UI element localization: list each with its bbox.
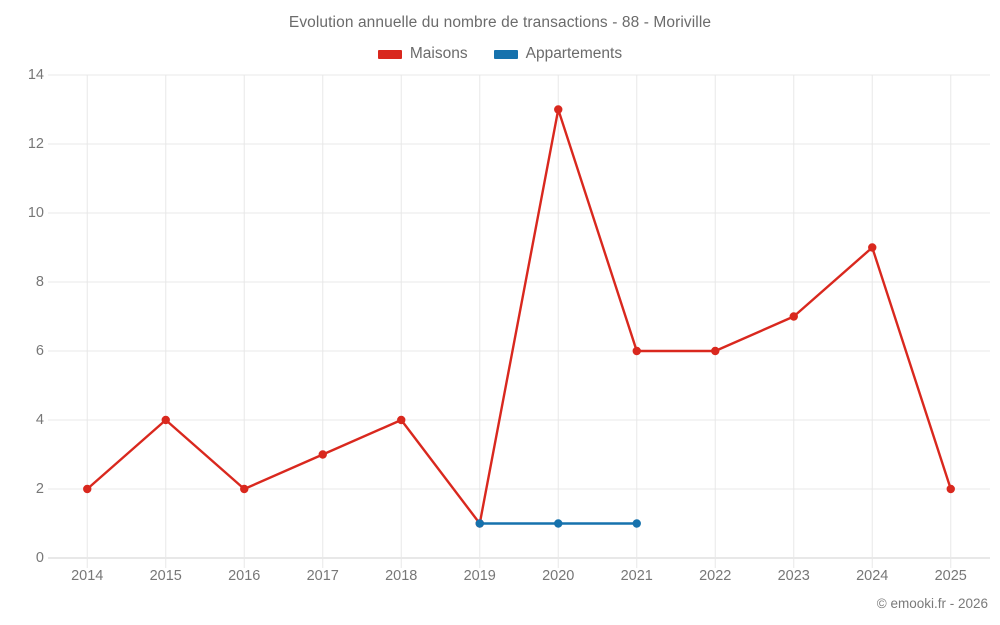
data-point[interactable] bbox=[397, 415, 406, 425]
data-point[interactable] bbox=[554, 519, 563, 528]
legend-item-maisons[interactable]: Maisons bbox=[377, 45, 468, 63]
data-point[interactable] bbox=[946, 484, 955, 494]
legend-label-maisons: Maisons bbox=[409, 45, 468, 62]
y-axis-tick-label: 8 bbox=[35, 274, 44, 290]
data-point[interactable] bbox=[632, 346, 641, 356]
y-axis-labels: 0 2 4 6 8 10 12 14 bbox=[0, 0, 44, 625]
y-axis-tick-label: 2 bbox=[35, 481, 44, 497]
x-axis-tick-label: 2016 bbox=[228, 568, 261, 584]
x-axis-tick-label: 2022 bbox=[699, 568, 732, 584]
chart-title: Evolution annuelle du nombre de transact… bbox=[288, 14, 712, 31]
data-point[interactable] bbox=[83, 484, 92, 494]
data-point[interactable] bbox=[318, 450, 327, 459]
y-axis-tick-label: 0 bbox=[35, 550, 44, 566]
data-point[interactable] bbox=[632, 519, 641, 528]
data-point[interactable] bbox=[554, 105, 563, 114]
legend-swatch-appartements bbox=[493, 49, 518, 59]
x-axis-tick-label: 2025 bbox=[934, 568, 967, 584]
x-axis-tick-label: 2021 bbox=[620, 568, 653, 584]
x-axis-tick-label: 2015 bbox=[149, 568, 182, 584]
data-point[interactable] bbox=[475, 519, 484, 528]
chart-legend: Maisons Appartements bbox=[0, 45, 1000, 63]
legend-item-appartements[interactable]: Appartements bbox=[493, 45, 623, 63]
y-axis-tick-label: 4 bbox=[35, 412, 44, 428]
y-axis-tick-label: 12 bbox=[27, 136, 44, 152]
data-point[interactable] bbox=[789, 312, 798, 321]
y-axis-tick-label: 6 bbox=[35, 343, 44, 359]
x-axis-tick-label: 2023 bbox=[777, 568, 810, 584]
legend-label-appartements: Appartements bbox=[525, 45, 623, 62]
x-axis-tick-label: 2020 bbox=[542, 568, 575, 584]
x-axis-tick-label: 2018 bbox=[385, 568, 418, 584]
series-line-0 bbox=[86, 108, 952, 525]
copyright-footer: © emooki.fr - 2026 bbox=[876, 596, 988, 611]
data-point[interactable] bbox=[240, 484, 249, 494]
data-point[interactable] bbox=[868, 243, 877, 252]
data-point[interactable] bbox=[711, 346, 720, 356]
x-axis-tick-label: 2019 bbox=[463, 568, 496, 584]
legend-swatch-maisons bbox=[377, 49, 402, 59]
x-axis-tick-label: 2024 bbox=[856, 568, 889, 584]
x-axis-tick-label: 2014 bbox=[71, 568, 104, 584]
y-axis-tick-label: 14 bbox=[27, 67, 44, 83]
x-axis-tick-label: 2017 bbox=[306, 568, 339, 584]
data-point[interactable] bbox=[161, 415, 170, 425]
y-axis-tick-label: 10 bbox=[27, 205, 44, 221]
